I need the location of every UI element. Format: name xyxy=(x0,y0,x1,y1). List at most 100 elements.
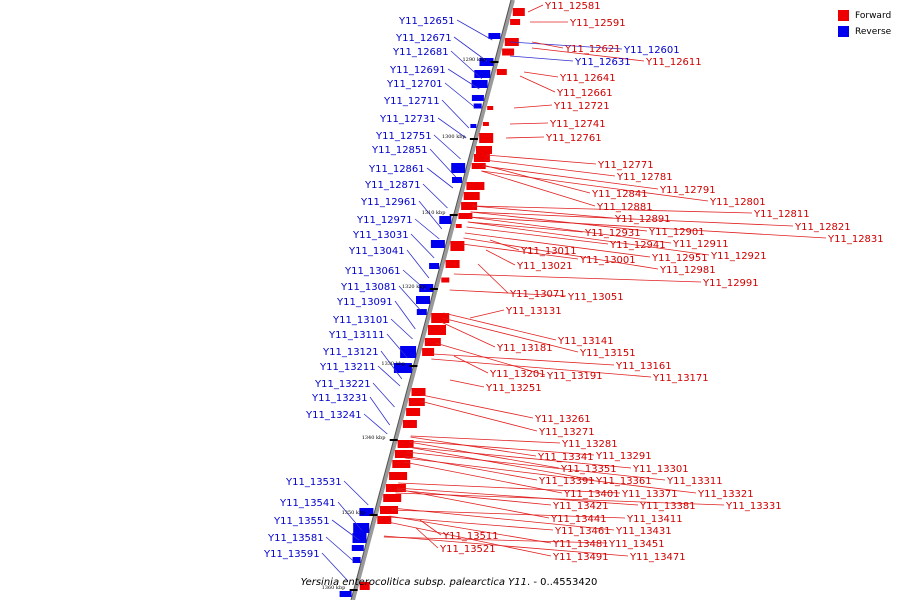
forward-gene-label: Y11_12791 xyxy=(659,185,716,196)
forward-gene-label: Y11_13481 xyxy=(552,539,609,550)
reverse-leader-line xyxy=(450,50,483,80)
forward-gene-label: Y11_12981 xyxy=(659,265,716,276)
reverse-gene-label: Y11_13211 xyxy=(319,362,376,373)
reverse-gene-label: Y11_13591 xyxy=(263,549,320,560)
forward-leader-line xyxy=(403,461,563,494)
forward-gene-feature xyxy=(473,154,490,162)
forward-gene-label: Y11_13411 xyxy=(626,514,683,525)
forward-leader-line xyxy=(398,482,621,494)
forward-gene-label: Y11_13361 xyxy=(595,476,652,487)
forward-gene-label: Y11_12641 xyxy=(559,73,616,84)
backbone-layer xyxy=(350,0,515,600)
reverse-gene-feature xyxy=(393,363,412,373)
reverse-gene-label: Y11_12631 xyxy=(574,57,631,68)
reverse-gene-label: Y11_12961 xyxy=(360,197,417,208)
forward-gene-label: Y11_12801 xyxy=(709,197,766,208)
reverse-leader-line xyxy=(331,519,360,541)
forward-leader-line xyxy=(531,41,564,49)
forward-gene-label: Y11_13421 xyxy=(552,501,609,512)
forward-leader-line xyxy=(419,519,442,536)
forward-gene-label: Y11_13291 xyxy=(595,451,652,462)
forward-gene-feature xyxy=(512,8,525,16)
forward-gene-label: Y11_13311 xyxy=(666,476,723,487)
scale-tick-label: 1300 kbp xyxy=(442,134,466,140)
reverse-gene-label: Y11_12691 xyxy=(389,65,446,76)
forward-gene-label: Y11_13141 xyxy=(557,336,614,347)
reverse-gene-feature xyxy=(488,33,501,39)
legend-forward-label: Forward xyxy=(855,10,892,21)
forward-leader-line xyxy=(389,516,554,531)
forward-gene-label: Y11_13181 xyxy=(496,343,553,354)
reverse-gene-label: Y11_12851 xyxy=(371,145,428,156)
forward-leader-line xyxy=(461,243,579,260)
forward-gene-label: Y11_13471 xyxy=(629,552,686,563)
forward-gene-label: Y11_12591 xyxy=(569,18,626,29)
forward-gene-feature xyxy=(431,313,450,323)
scale-tick-layer: 1290 kbp 1300 kbp 1310 kbp 1320 kbp 1330 kbp… xyxy=(322,57,499,591)
forward-gene-label: Y11_13381 xyxy=(639,501,696,512)
forward-leader-line xyxy=(407,446,632,469)
reverse-leader-line xyxy=(321,552,349,582)
forward-gene-feature xyxy=(411,388,426,396)
reverse-gene-feature xyxy=(474,70,491,78)
forward-leader-line xyxy=(523,71,559,78)
reverse-leader-line xyxy=(453,36,487,62)
reverse-leader-line xyxy=(402,269,426,291)
forward-gene-label: Y11_12921 xyxy=(710,251,767,262)
reverse-gene-feature xyxy=(470,124,477,128)
forward-gene-label: Y11_13321 xyxy=(697,489,754,500)
reverse-gene-label: Y11_12871 xyxy=(364,180,421,191)
forward-gene-feature xyxy=(359,582,370,590)
reverse-gene-feature xyxy=(430,240,445,248)
forward-gene-feature xyxy=(487,106,494,110)
forward-leader-line xyxy=(472,205,753,214)
reverse-gene-label: Y11_12731 xyxy=(379,114,436,125)
reverse-leader-line xyxy=(444,82,475,108)
reverse-gene-label: Y11_12681 xyxy=(392,47,449,58)
forward-leader-line xyxy=(389,515,552,544)
forward-gene-label: Y11_13351 xyxy=(560,464,617,475)
forward-leader-line xyxy=(463,237,659,270)
forward-gene-feature xyxy=(496,69,507,75)
forward-leader-line xyxy=(435,342,546,376)
forward-gene-label: Y11_13511 xyxy=(442,531,499,542)
forward-leader-line xyxy=(472,205,614,219)
reverse-gene-feature xyxy=(451,163,466,173)
forward-gene-label: Y11_12991 xyxy=(702,278,759,289)
forward-gene-label: Y11_13201 xyxy=(489,369,546,380)
forward-gene-label: Y11_12931 xyxy=(584,228,641,239)
reverse-leader-line xyxy=(447,68,480,90)
forward-leader-line xyxy=(513,104,553,109)
reverse-leader-line xyxy=(433,134,461,160)
reverse-leader-line xyxy=(426,167,454,189)
forward-gene-label: Y11_13401 xyxy=(563,489,620,500)
forward-leader-line xyxy=(527,4,544,13)
forward-gene-label: Y11_13191 xyxy=(546,371,603,382)
reverse-gene-label: Y11_13531 xyxy=(285,477,342,488)
scale-tick-label: 1340 kbp xyxy=(362,435,386,441)
forward-leader-line xyxy=(421,394,534,419)
forward-leader-line xyxy=(415,527,439,549)
sequence-range: . - 0..4553420 xyxy=(527,577,598,588)
forward-gene-feature xyxy=(389,472,408,480)
forward-leader-line xyxy=(383,536,608,544)
reverse-leader-line xyxy=(406,249,430,279)
forward-leader-line xyxy=(453,355,489,374)
forward-gene-label: Y11_13491 xyxy=(552,552,609,563)
forward-gene-label: Y11_13071 xyxy=(509,289,566,300)
reverse-leader-line xyxy=(422,183,448,209)
reverse-gene-label: Y11_13221 xyxy=(314,379,371,390)
reverse-leader-line xyxy=(363,413,388,435)
leader-line-layer xyxy=(321,4,827,582)
forward-gene-label: Y11_13261 xyxy=(534,414,591,425)
forward-gene-label: Y11_13461 xyxy=(554,526,611,537)
forward-leader-line xyxy=(489,239,520,251)
reverse-leader-line xyxy=(429,148,457,178)
forward-leader-line xyxy=(406,451,666,481)
forward-gene-feature xyxy=(450,241,465,251)
forward-leader-line xyxy=(396,489,552,506)
forward-gene-feature xyxy=(385,484,406,492)
reverse-gene-label: Y11_12601 xyxy=(623,45,680,56)
reverse-leader-line xyxy=(509,41,623,50)
forward-gene-feature xyxy=(461,202,478,210)
